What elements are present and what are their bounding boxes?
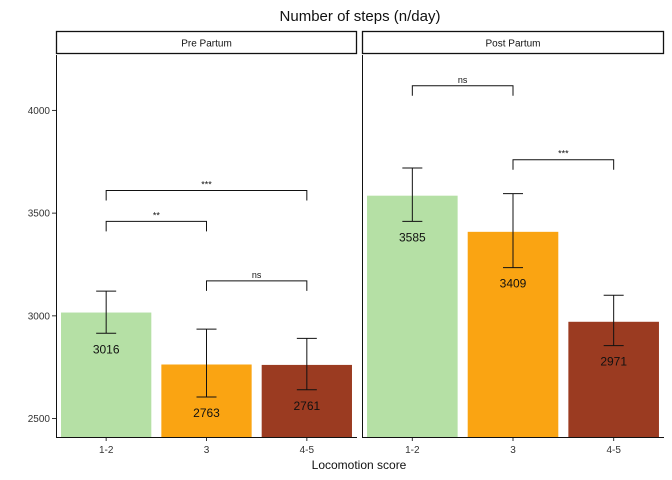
significance-bracket <box>105 190 308 201</box>
y-tick-label: 3000 <box>28 311 51 322</box>
significance-bracket <box>512 159 615 170</box>
y-axis: 2500 3000 3500 4000 <box>28 106 56 425</box>
x-tick-label: 1-2 <box>99 445 114 456</box>
x-tick-label: 4-5 <box>606 445 621 456</box>
value-label: 3016 <box>93 342 120 356</box>
value-label: 2971 <box>600 355 627 369</box>
panel-strip <box>361 30 665 55</box>
value-label: 3409 <box>500 277 527 291</box>
significance-label: ns <box>252 270 262 280</box>
value-label: 3585 <box>399 230 426 244</box>
x-tick-label: 4-5 <box>300 445 315 456</box>
significance-bracket <box>105 220 207 232</box>
significance-label: ns <box>458 75 468 85</box>
y-tick-label: 3500 <box>28 209 51 220</box>
significance-label: *** <box>558 149 569 159</box>
x-tick-label: 1-2 <box>405 445 420 456</box>
chart-title: Number of steps (n/day) <box>280 8 441 25</box>
panels-group: Pre Partum30161-22763327614-5*****nsPost… <box>55 30 665 456</box>
value-label: 2761 <box>293 399 320 413</box>
x-tick-label: 3 <box>204 445 210 456</box>
value-label: 2763 <box>193 406 220 420</box>
significance-label: *** <box>201 180 212 190</box>
y-tick-label: 4000 <box>28 106 51 117</box>
significance-bracket <box>206 280 308 291</box>
panel-strip-label: Pre Partum <box>181 39 232 50</box>
panel-1: Post Partum 3585 1-2 3409 3 2971 4-5 ns *** <box>361 30 665 456</box>
bar-1-2 <box>367 195 458 437</box>
x-tick-label: 3 <box>510 445 516 456</box>
x-axis-title: Locomotion score <box>312 458 407 472</box>
panel-strip <box>55 30 358 55</box>
panel-strip-label: Post Partum <box>485 39 540 50</box>
significance-label: ** <box>153 210 161 220</box>
significance-bracket <box>411 85 514 96</box>
y-tick-label: 2500 <box>28 414 51 425</box>
